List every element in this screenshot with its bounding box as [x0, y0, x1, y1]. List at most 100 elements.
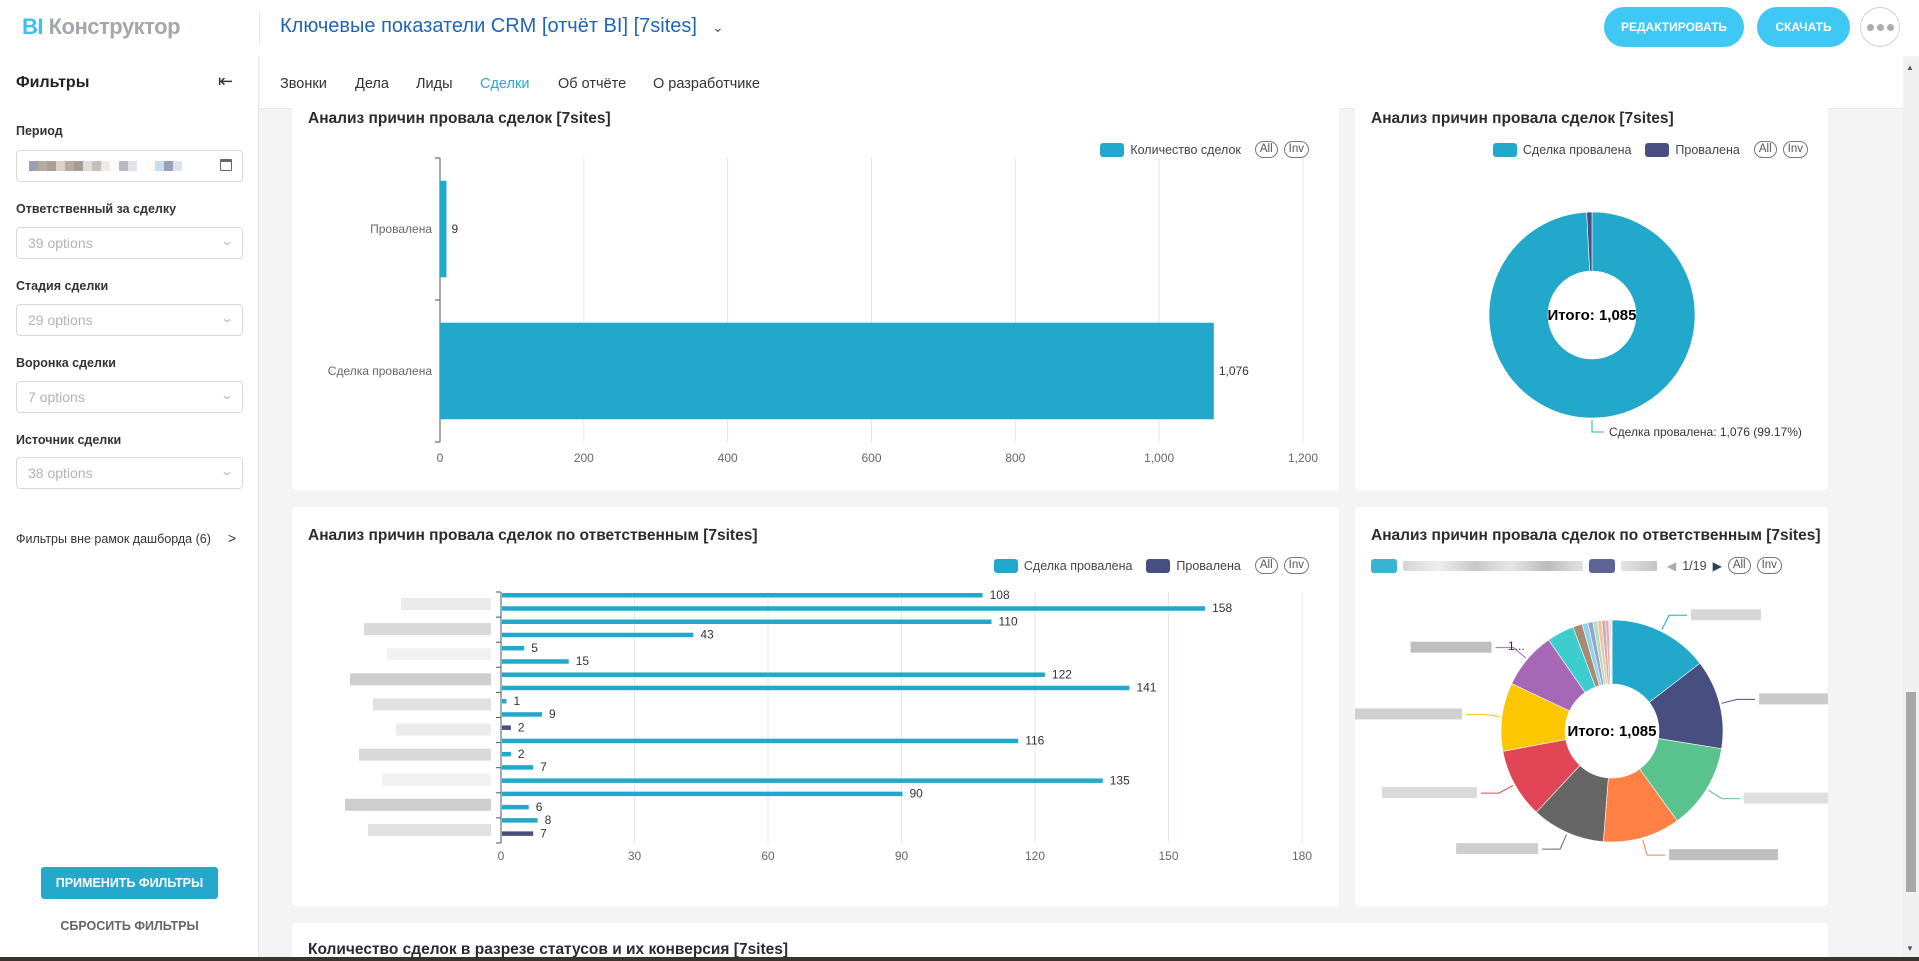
responsible-select[interactable]: 39 options ⌄: [16, 227, 243, 259]
legend-label[interactable]: Сделка провалена: [1023, 558, 1133, 573]
funnel-select[interactable]: 7 options ⌄: [16, 381, 243, 413]
period-value-redacted: [29, 161, 182, 171]
legend-all-button[interactable]: All: [1753, 141, 1777, 158]
bar-value-label: 141: [1136, 681, 1156, 695]
legend-inv-button[interactable]: Inv: [1283, 141, 1309, 158]
edit-button[interactable]: РЕДАКТИРОВАТЬ: [1604, 7, 1744, 47]
legend-all-button[interactable]: All: [1727, 557, 1751, 574]
stage-placeholder: 29 options: [28, 312, 93, 328]
app-logo[interactable]: BI Конструктор: [22, 14, 181, 40]
tab-calls[interactable]: Звонки: [280, 76, 327, 92]
scroll-down-icon[interactable]: ▼: [1906, 944, 1914, 953]
scroll-up-icon[interactable]: ▲: [1906, 63, 1914, 72]
tab-tasks[interactable]: Дела: [355, 76, 389, 92]
chart-legend: Сделка провалена Провалена All Inv: [993, 557, 1309, 574]
reset-filters-button[interactable]: СБРОСИТЬ ФИЛЬТРЫ: [41, 916, 218, 936]
y-category-label-redacted: [364, 623, 491, 636]
calendar-icon[interactable]: [220, 159, 232, 171]
tab-about-report[interactable]: Об отчёте: [558, 76, 627, 92]
bar-value-label: 7: [540, 826, 547, 840]
legend-inv-button[interactable]: Inv: [1283, 557, 1309, 574]
bar-value-label: 135: [1110, 773, 1130, 787]
tab-deals[interactable]: Сделки: [480, 76, 530, 92]
bar: [502, 659, 569, 664]
scrollbar-thumb[interactable]: [1906, 692, 1916, 892]
more-options-button[interactable]: [1860, 7, 1900, 47]
legend-all-button[interactable]: All: [1254, 557, 1278, 574]
legend-swatch[interactable]: [993, 558, 1018, 573]
period-date-input[interactable]: [16, 150, 243, 182]
logo-bi: BI: [22, 14, 44, 39]
bar: [502, 778, 1103, 783]
slice-label-redacted: [1690, 609, 1761, 621]
chevron-down-icon[interactable]: ⌄: [712, 19, 724, 35]
chevron-right-icon[interactable]: >: [228, 530, 237, 546]
label-leader-line: [1721, 698, 1756, 704]
bar-value-label: 158: [1212, 601, 1232, 615]
source-select[interactable]: 38 options ⌄: [16, 457, 243, 489]
tab-leads[interactable]: Лиды: [416, 76, 453, 92]
legend-prev-icon[interactable]: ◀: [1667, 558, 1677, 573]
bar-value-label: 43: [700, 628, 714, 642]
filter-label-funnel: Воронка сделки: [16, 356, 116, 370]
collapse-sidebar-icon[interactable]: ⇤: [218, 71, 234, 91]
chart-title: Анализ причин провала сделок по ответств…: [1371, 527, 1821, 544]
bar: [502, 632, 694, 638]
y-category-label-redacted: [401, 598, 491, 610]
slice-label-redacted: [1355, 708, 1463, 720]
legend-inv-button[interactable]: Inv: [1756, 557, 1782, 574]
legend-label[interactable]: Провалена: [1176, 558, 1241, 573]
bar-value-label: 2: [518, 720, 525, 734]
x-tick-label: 90: [895, 849, 909, 863]
header-divider: [259, 12, 260, 44]
label-leader-line: [1542, 834, 1567, 850]
download-button[interactable]: СКАЧАТЬ: [1757, 7, 1850, 47]
dot-icon: [1876, 23, 1884, 31]
x-tick-label: 120: [1025, 849, 1045, 863]
label-leader-line: [1707, 789, 1740, 800]
chart-card-fail-reasons-bar: Анализ причин провала сделок [7sites] Ко…: [292, 98, 1339, 490]
report-title[interactable]: Ключевые показатели CRM [отчёт BI] [7sit…: [280, 15, 697, 37]
legend-swatch[interactable]: [1589, 558, 1615, 573]
legend-swatch[interactable]: [1100, 142, 1125, 157]
bar-value-label: 6: [536, 800, 543, 814]
legend-swatch[interactable]: [1146, 558, 1171, 573]
stage-select[interactable]: 29 options ⌄: [16, 304, 243, 336]
bar: [502, 738, 1019, 744]
tab-about-developer[interactable]: О разработчике: [653, 76, 760, 92]
legend-label[interactable]: Провалена: [1675, 142, 1740, 157]
legend-swatch[interactable]: [1645, 142, 1670, 157]
bar-value-label: 15: [576, 654, 590, 668]
legend-label[interactable]: Сделка провалена: [1522, 142, 1632, 157]
bar: [502, 619, 992, 624]
chart-legend: ◀ 1/19 ▶ All Inv: [1371, 557, 1811, 574]
bar-value-label: 9: [549, 707, 556, 721]
bar: [502, 831, 534, 836]
chart-title: Количество сделок в разрезе статусов и и…: [308, 941, 789, 958]
legend-swatch[interactable]: [1371, 558, 1397, 573]
legend-inv-button[interactable]: Inv: [1782, 141, 1808, 158]
chart-legend: Количество сделок All Inv: [1100, 141, 1309, 158]
bar-value-label: 2: [518, 747, 525, 761]
chart-title: Анализ причин провала сделок [7sites]: [308, 110, 611, 127]
top-bar: BI Конструктор Ключевые показатели CRM […: [0, 0, 1919, 56]
legend-swatch[interactable]: [1492, 142, 1517, 157]
bar-value-label: 116: [1025, 734, 1044, 748]
outside-dashboard-filters[interactable]: Фильтры вне рамок дашборда (6): [16, 532, 211, 546]
x-tick-label: 150: [1158, 849, 1178, 863]
filter-label-source: Источник сделки: [16, 433, 122, 447]
slice-label-redacted: [1410, 641, 1492, 653]
legend-next-icon[interactable]: ▶: [1712, 558, 1722, 573]
page-scrollbar[interactable]: ▲ ▼: [1903, 60, 1919, 961]
y-category-label-redacted: [359, 748, 491, 761]
y-category-label-redacted: [382, 773, 491, 786]
y-category-label: Сделка провалена: [328, 364, 433, 378]
legend-all-button[interactable]: All: [1254, 141, 1278, 158]
legend-label[interactable]: Количество сделок: [1130, 142, 1241, 157]
funnel-placeholder: 7 options: [28, 389, 85, 405]
bar: [502, 645, 525, 651]
dot-icon: [1886, 23, 1894, 31]
x-tick-label: 60: [761, 849, 775, 863]
apply-filters-button[interactable]: ПРИМЕНИТЬ ФИЛЬТРЫ: [41, 867, 218, 899]
label-leader-line: [1642, 839, 1666, 856]
